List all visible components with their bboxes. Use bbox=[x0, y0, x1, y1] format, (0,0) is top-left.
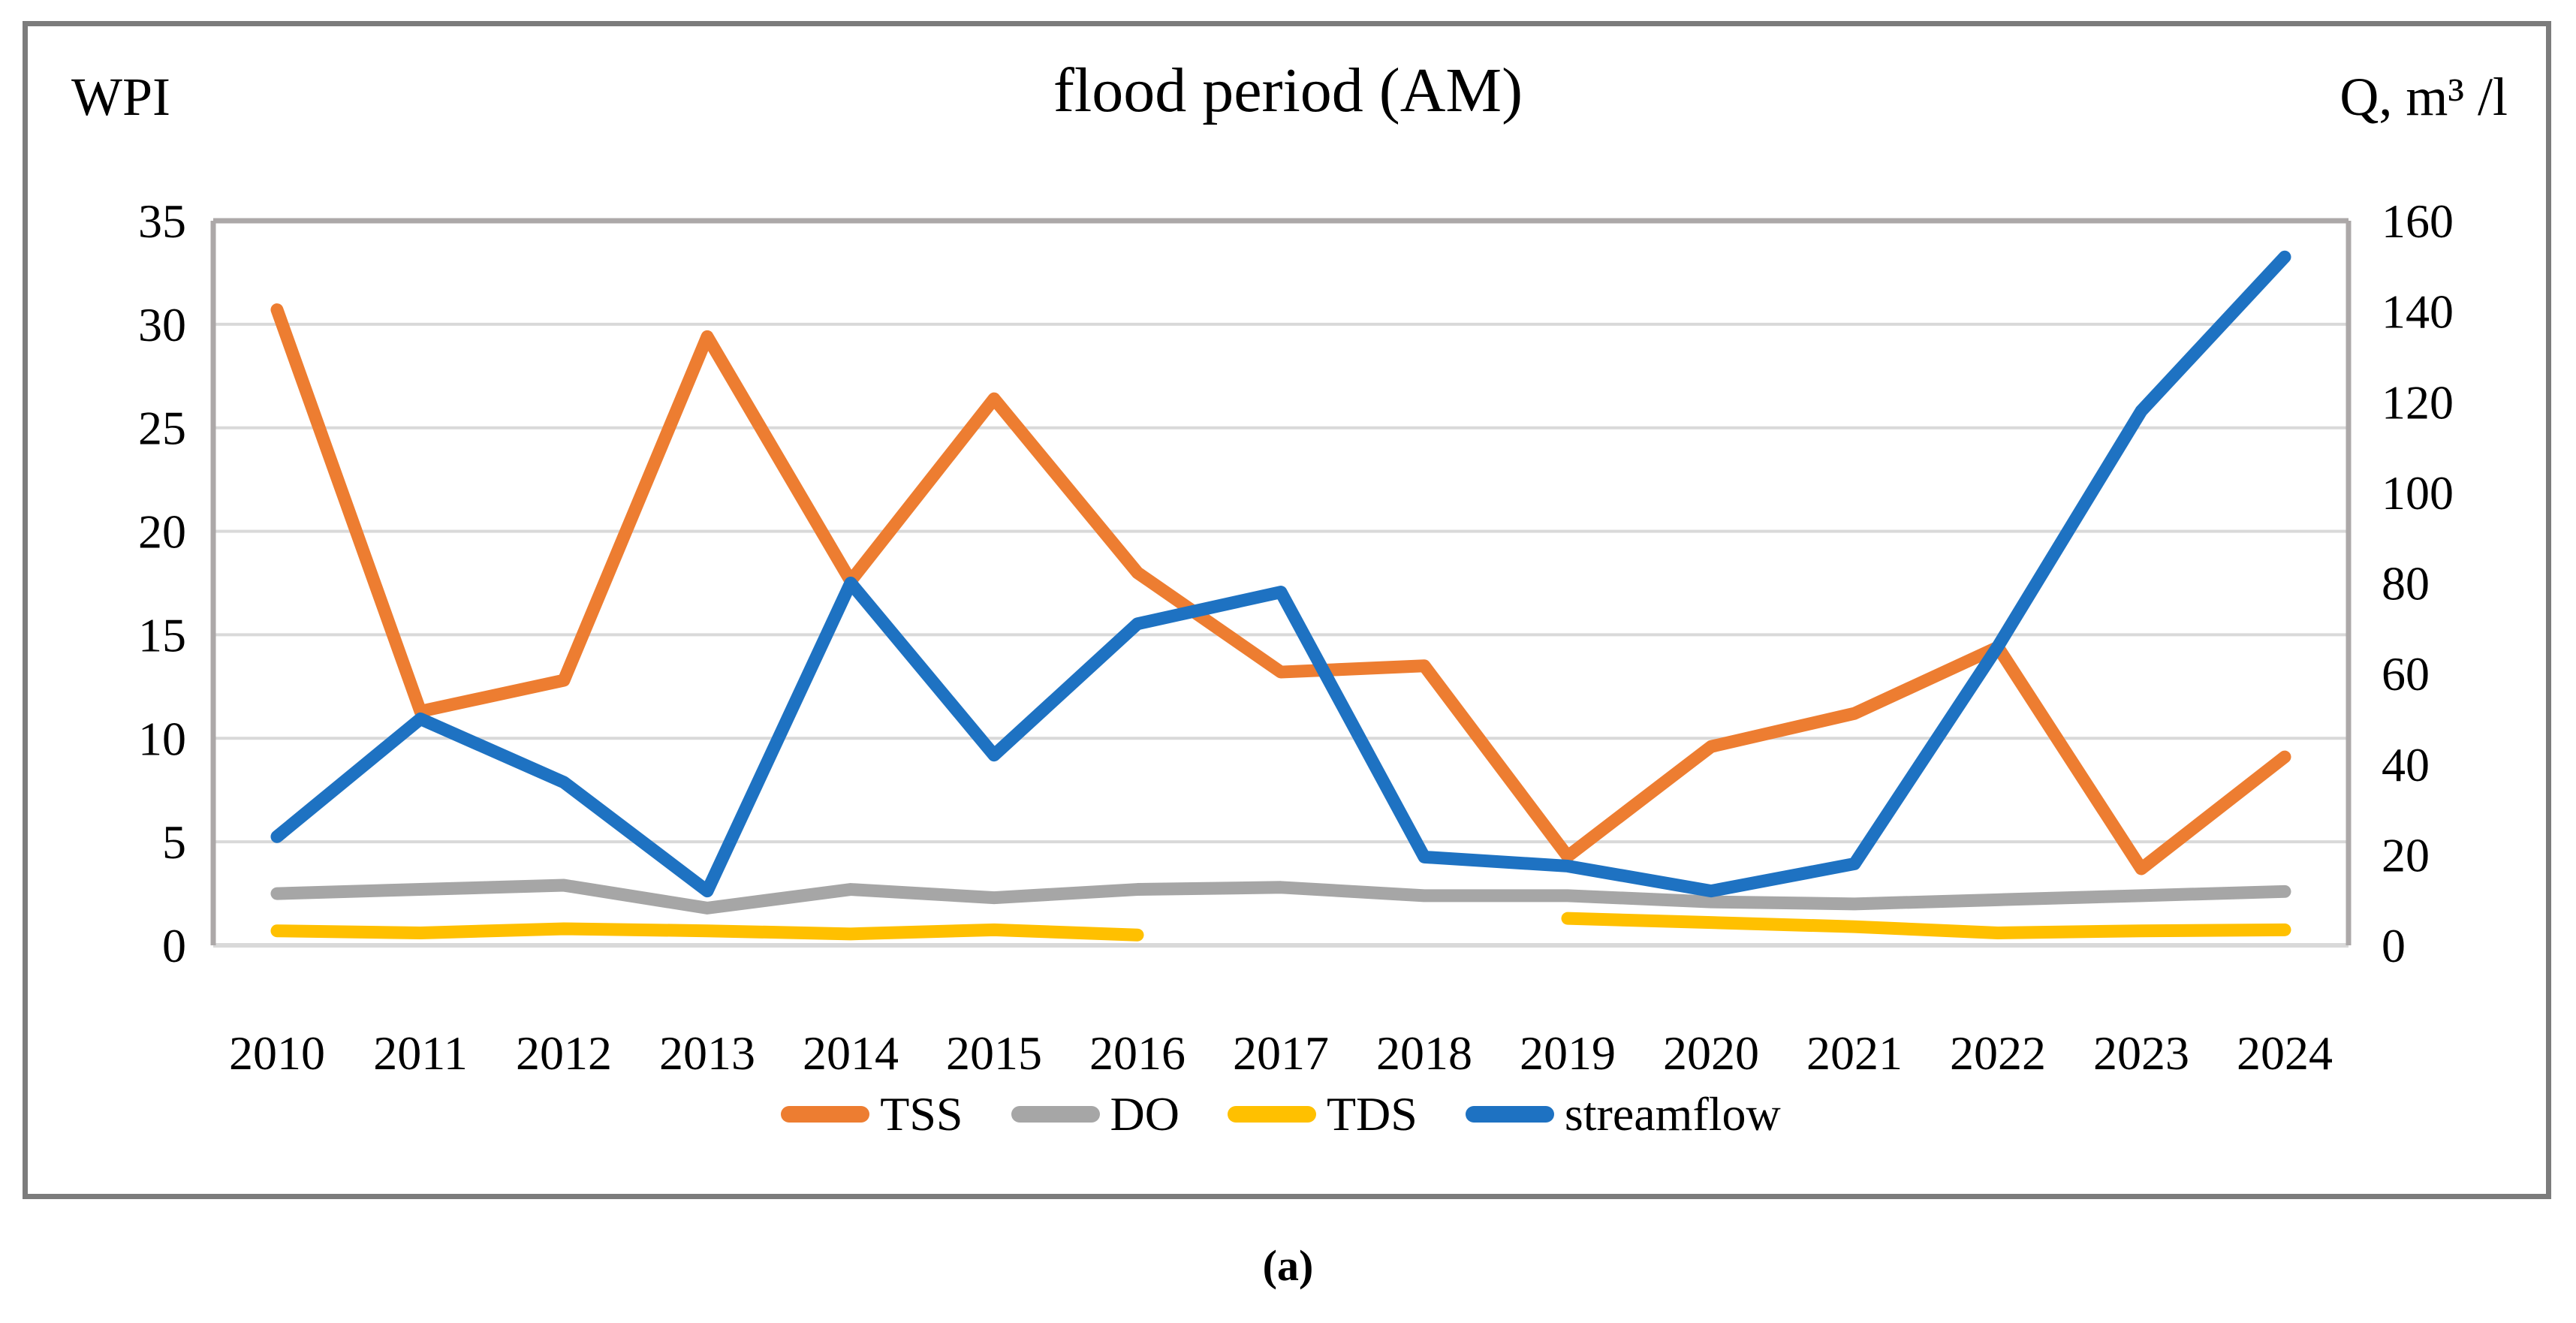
y-axis-tick-label: 10 bbox=[138, 712, 186, 765]
x-axis-tick-label: 2011 bbox=[373, 1026, 468, 1080]
x-axis-tick-label: 2019 bbox=[1520, 1026, 1616, 1080]
y-axis-tick-label: 20 bbox=[138, 505, 186, 559]
series-line-tds bbox=[1561, 912, 2291, 939]
y-axis-tick-label: 15 bbox=[138, 608, 186, 662]
x-axis-tick-label: 2024 bbox=[2237, 1026, 2333, 1080]
series-line-tds bbox=[270, 922, 1144, 942]
y-axis-tick-label: 25 bbox=[138, 402, 186, 455]
x-axis-tick-label: 2016 bbox=[1089, 1026, 1186, 1080]
legend-label: TDS bbox=[1326, 1087, 1418, 1141]
x-axis-tick-label: 2021 bbox=[1806, 1026, 1903, 1080]
x-axis-tick-label: 2020 bbox=[1663, 1026, 1759, 1080]
y-axis-tick-label: 5 bbox=[162, 815, 186, 869]
y2-axis-tick-label: 100 bbox=[2382, 466, 2454, 520]
y2-axis-tick-label: 80 bbox=[2382, 557, 2430, 610]
legend-item-tds: TDS bbox=[1227, 1087, 1418, 1141]
x-axis-tick-label: 2022 bbox=[1950, 1026, 2046, 1080]
x-axis-tick-label: 2018 bbox=[1376, 1026, 1472, 1080]
y2-axis-tick-label: 20 bbox=[2382, 828, 2430, 881]
y-axis-tick-label: 0 bbox=[162, 919, 186, 972]
y2-axis-tick-label: 0 bbox=[2382, 919, 2406, 972]
y-axis-tick-label: 30 bbox=[138, 298, 186, 351]
chart-legend: TSS DO TDS streamflow bbox=[213, 1090, 2349, 1138]
x-axis-tick-label: 2023 bbox=[2093, 1026, 2189, 1080]
figure-caption: (a) bbox=[1262, 1241, 1314, 1290]
series-line-streamflow bbox=[270, 250, 2291, 898]
x-axis-tick-label: 2014 bbox=[803, 1026, 899, 1080]
y2-axis-tick-label: 60 bbox=[2382, 647, 2430, 701]
x-axis-tick-label: 2015 bbox=[946, 1026, 1042, 1080]
legend-item-do: DO bbox=[1011, 1090, 1180, 1138]
x-axis-tick-label: 2017 bbox=[1233, 1026, 1329, 1080]
series-line-tss bbox=[270, 303, 2291, 875]
x-axis-tick-label: 2012 bbox=[516, 1026, 612, 1080]
y2-axis-tick-label: 160 bbox=[2382, 194, 2454, 248]
legend-item-tss: TSS bbox=[781, 1090, 963, 1138]
x-axis-tick-label: 2013 bbox=[659, 1026, 755, 1080]
legend-label: DO bbox=[1110, 1087, 1180, 1141]
y2-axis-tick-label: 120 bbox=[2382, 375, 2454, 429]
legend-swatch-streamflow bbox=[1465, 1106, 1554, 1123]
legend-swatch-do bbox=[1011, 1106, 1100, 1123]
left-axis-title: WPI bbox=[71, 67, 170, 127]
y2-axis-tick-label: 140 bbox=[2382, 285, 2454, 339]
legend-swatch-tss bbox=[781, 1106, 870, 1123]
right-axis-title: Q, m³ /l bbox=[2339, 67, 2508, 127]
y2-axis-tick-label: 40 bbox=[2382, 738, 2430, 791]
legend-label: streamflow bbox=[1564, 1087, 1781, 1141]
chart-title: flood period (AM) bbox=[1053, 56, 1523, 125]
legend-swatch-tds bbox=[1227, 1106, 1316, 1123]
series-line-do bbox=[270, 878, 2291, 915]
y-axis-tick-label: 35 bbox=[138, 194, 186, 248]
legend-label: TSS bbox=[880, 1087, 963, 1141]
x-axis-tick-label: 2010 bbox=[229, 1026, 325, 1080]
legend-item-streamflow: streamflow bbox=[1465, 1087, 1781, 1141]
